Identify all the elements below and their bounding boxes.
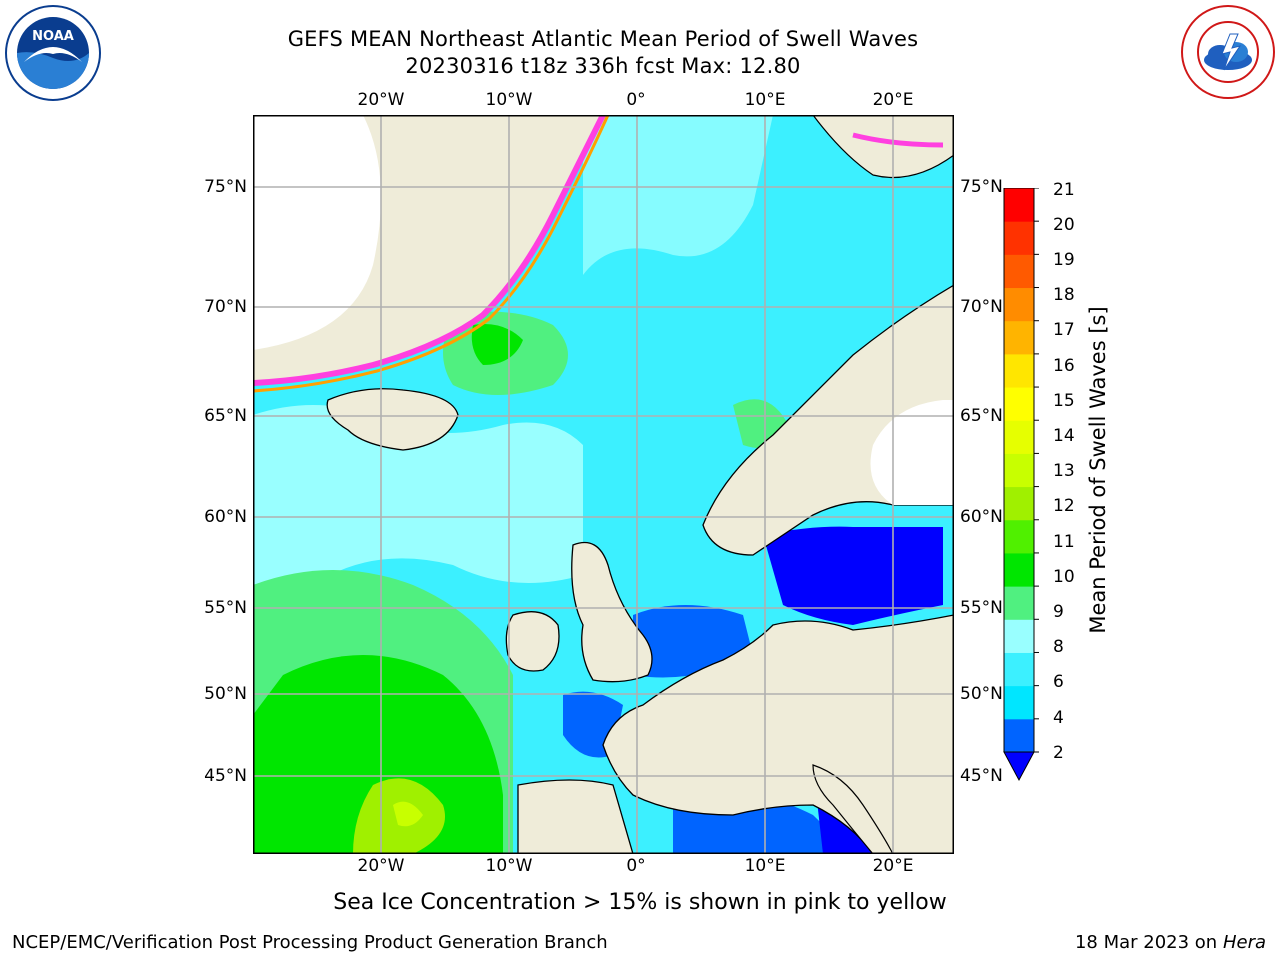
colorbar-segment [1004, 718, 1034, 753]
sea-ice-edge [253, 115, 606, 386]
colorbar-tick-label: 15 [1053, 391, 1075, 411]
colorbar-segment [1004, 652, 1034, 687]
europe-land [602, 614, 954, 854]
colorbar-tick-label: 11 [1053, 532, 1075, 552]
lat-label-right-55n: 55°N [960, 598, 1003, 618]
chart-subtitle: 20230316 t18z 336h fcst Max: 12.80 [405, 54, 801, 78]
lat-label-left-55n: 55°N [204, 598, 247, 618]
lat-label-left-65n: 65°N [204, 406, 247, 426]
lat-label-right-45n: 45°N [960, 766, 1003, 786]
colorbar-segment [1004, 685, 1034, 720]
colorbar-tick-label: 16 [1053, 356, 1075, 376]
colorbar-tick-label: 4 [1053, 708, 1064, 728]
chart-title: GEFS MEAN Northeast Atlantic Mean Period… [287, 27, 919, 51]
lon-label-top-10e: 10°E [744, 90, 786, 110]
colorbar-extend-arrow [1003, 751, 1035, 782]
colorbar-tick-label: 9 [1053, 602, 1064, 622]
colorbar-segment [1004, 287, 1034, 322]
colorbar-tick-label: 17 [1053, 320, 1075, 340]
colorbar-tick-label: 19 [1053, 250, 1075, 270]
colorbar-segment [1004, 320, 1034, 355]
colorbar-tick-label: 21 [1053, 180, 1075, 200]
colorbar-tick-label: 10 [1053, 567, 1075, 587]
colorbar-label: Mean Period of Swell Waves [s] [1086, 306, 1110, 634]
lat-label-right-75n: 75°N [960, 177, 1003, 197]
lat-label-left-60n: 60°N [204, 507, 247, 527]
swell-period-map [253, 115, 954, 854]
colorbar-segment [1004, 353, 1034, 388]
colorbar-tick-label: 8 [1053, 637, 1064, 657]
italy-land [812, 764, 894, 854]
swell-8-9s-region [253, 405, 583, 595]
great-britain-land [571, 541, 653, 683]
lat-label-right-65n: 65°N [960, 406, 1003, 426]
colorbar-tick-label: 18 [1053, 285, 1075, 305]
colorbar-tick-label: 12 [1053, 496, 1075, 516]
colorbar-segment [1004, 519, 1034, 554]
lon-label-top-20w: 20°W [357, 90, 405, 110]
iberia-land [517, 779, 634, 854]
colorbar-segment [1004, 619, 1034, 653]
host-name: Hera [1222, 932, 1266, 953]
colorbar-segment [1004, 586, 1034, 620]
sea-ice-note: Sea Ice Concentration > 15% is shown in … [333, 890, 947, 915]
date-stamp: 18 Mar 2023 on Hera [1074, 932, 1266, 953]
lat-label-right-70n: 70°N [960, 297, 1003, 317]
lon-label-bottom-20e: 20°E [872, 856, 914, 876]
colorbar-tick-label: 13 [1053, 461, 1075, 481]
colorbar-tick-label: 6 [1053, 672, 1064, 692]
lat-label-left-75n: 75°N [204, 177, 247, 197]
iceland-land [326, 388, 459, 451]
colorbar-segment [1004, 420, 1034, 454]
lon-label-top-10w: 10°W [485, 90, 533, 110]
lon-label-bottom-10w: 10°W [485, 856, 533, 876]
svalbard-land [812, 115, 954, 178]
baltic-region [763, 526, 943, 625]
map-frame [253, 115, 954, 854]
noaa-logo-icon: NOAA [4, 4, 102, 102]
lon-label-top-0: 0° [626, 90, 646, 110]
lat-label-right-60n: 60°N [960, 507, 1003, 527]
lon-label-bottom-20w: 20°W [357, 856, 405, 876]
colorbar-segment [1004, 254, 1034, 289]
noaa-logo-text: NOAA [32, 29, 74, 44]
lon-label-bottom-10e: 10°E [744, 856, 786, 876]
lat-label-left-45n: 45°N [204, 766, 247, 786]
colorbar-tick-label: 2 [1053, 743, 1064, 763]
colorbar-segment [1004, 221, 1034, 255]
colorbar-segment [1004, 188, 1034, 222]
colorbar-frame [1003, 188, 1035, 753]
colorbar [1003, 188, 1039, 782]
colorbar-segment [1004, 387, 1034, 421]
lat-label-left-50n: 50°N [204, 684, 247, 704]
lat-label-right-50n: 50°N [960, 684, 1003, 704]
colorbar-segment [1004, 486, 1034, 521]
gulf-of-bothnia-white [870, 400, 954, 505]
colorbar-segment [1004, 552, 1034, 587]
graticule [253, 115, 954, 854]
greenland-icecap [253, 115, 381, 350]
colorbar-tick-label: 20 [1053, 215, 1075, 235]
nws-logo-icon [1180, 4, 1276, 100]
lat-label-left-70n: 70°N [204, 297, 247, 317]
ireland-land [505, 611, 560, 672]
lon-label-top-20e: 20°E [872, 90, 914, 110]
colorbar-tick-label: 14 [1053, 426, 1075, 446]
colorbar-segment [1004, 453, 1034, 488]
credit-text: NCEP/EMC/Verification Post Processing Pr… [12, 932, 608, 953]
lon-label-bottom-0: 0° [626, 856, 646, 876]
